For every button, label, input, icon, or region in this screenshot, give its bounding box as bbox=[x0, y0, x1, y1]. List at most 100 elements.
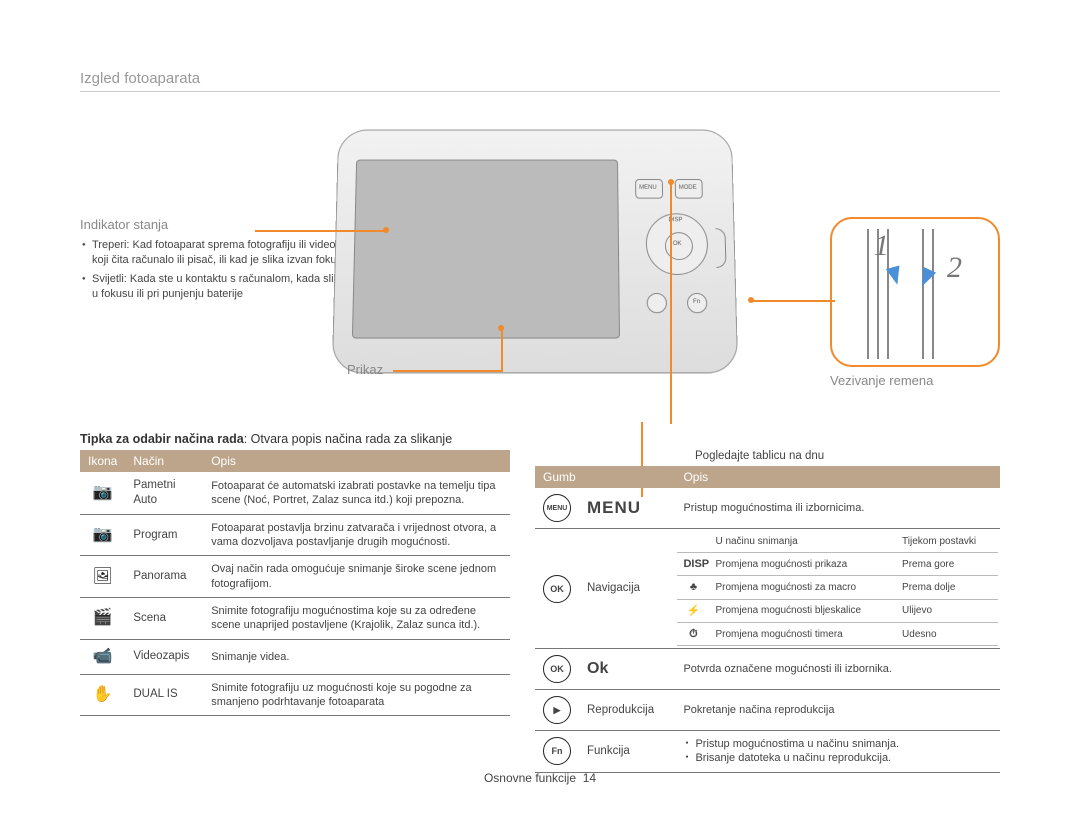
strap-lines bbox=[867, 229, 869, 359]
status-item: Treperi: Kad fotoaparat sprema fotografi… bbox=[80, 238, 370, 268]
table-row: OK Navigacija U načinu snimanja Tijekom … bbox=[535, 529, 1000, 649]
timer-icon: ⏱ bbox=[683, 627, 703, 641]
modes-tbody: 📷 Pametni Auto Fotoaparat će automatski … bbox=[80, 472, 510, 716]
th-desc: Opis bbox=[203, 450, 510, 472]
camera-body: MENU MODE DISP OK Fn bbox=[332, 130, 739, 374]
strap-frame: 1 2 bbox=[830, 217, 1000, 367]
mode-desc: Fotoaparat postavlja brzinu zatvarača i … bbox=[203, 514, 510, 556]
mode-icon: 📷 bbox=[90, 482, 116, 504]
macro-icon: ♣ bbox=[683, 580, 703, 594]
mode-icon: 🖼 bbox=[90, 566, 116, 588]
table-row: 📷 Pametni Auto Fotoaparat će automatski … bbox=[80, 472, 510, 514]
mode-name: Pametni Auto bbox=[125, 472, 203, 514]
play-desc: Pokretanje načina reprodukcija bbox=[675, 690, 1000, 731]
left-column: Ikona Način Opis 📷 Pametni Auto Fotoapar… bbox=[80, 450, 510, 773]
strap-step-2: 2 bbox=[947, 251, 962, 285]
inner-head-b: Tijekom postavki bbox=[896, 531, 998, 553]
status-item: Svijetli: Kada ste u kontaktu s računalo… bbox=[80, 272, 370, 302]
page: Izgled fotoaparata Indikator stanja Trep… bbox=[0, 0, 1080, 815]
footer-section: Osnovne funkcije bbox=[484, 771, 576, 785]
menu-desc: Pristup mogućnostima ili izbornicima. bbox=[675, 488, 1000, 529]
right-column: Pogledajte tablicu na dnu Gumb Opis MENU… bbox=[535, 450, 1000, 773]
fn-list: Pristup mogućnostima u načinu snimanja. … bbox=[683, 737, 992, 766]
th-mode: Način bbox=[125, 450, 203, 472]
flash-icon: ⚡ bbox=[683, 604, 703, 618]
camera-play-button bbox=[647, 293, 667, 313]
mode-button-bold: Tipka za odabir načina rada bbox=[80, 432, 244, 446]
play-button-icon: ▶ bbox=[543, 696, 571, 724]
nav-inner-table: U načinu snimanja Tijekom postavki DISP … bbox=[677, 531, 998, 646]
strap-step-1: 1 bbox=[874, 229, 889, 263]
play-label: Reprodukcija bbox=[579, 690, 675, 731]
camera-screen bbox=[352, 160, 620, 339]
mode-name: DUAL IS bbox=[125, 674, 203, 716]
table-row: 🎬 Scena Snimite fotografiju mogućnostima… bbox=[80, 598, 510, 640]
strap-arrow-1-icon bbox=[886, 265, 904, 286]
page-title: Izgled fotoaparata bbox=[80, 70, 1000, 92]
mode-desc: Snimite fotografiju uz mogućnosti koje s… bbox=[203, 674, 510, 716]
nav-button-icon: OK bbox=[543, 575, 571, 603]
ok-button-icon: OK bbox=[543, 655, 571, 683]
mode-icon: 📷 bbox=[90, 524, 116, 546]
disp-icon: DISP bbox=[683, 557, 703, 571]
table-row: 📷 Program Fotoaparat postavlja brzinu za… bbox=[80, 514, 510, 556]
page-footer: Osnovne funkcije 14 bbox=[0, 771, 1080, 785]
fn-label: Funkcija bbox=[579, 731, 675, 773]
mode-desc: Snimite fotografiju mogućnostima koje su… bbox=[203, 598, 510, 640]
strap-box: 1 2 Vezivanje remena bbox=[830, 217, 1000, 388]
buttons-table: Gumb Opis MENU MENU Pristup mogućnostima… bbox=[535, 466, 1000, 773]
connector-line bbox=[255, 230, 385, 232]
table-row: 📹 Videozapis Snimanje videa. bbox=[80, 639, 510, 674]
nav-label: Navigacija bbox=[579, 529, 675, 649]
connector-line bbox=[393, 370, 503, 372]
fn-item: Brisanje datoteka u načinu reprodukcija. bbox=[683, 751, 992, 765]
connector-dot bbox=[383, 227, 389, 233]
prikaz-label: Prikaz bbox=[347, 362, 383, 377]
table-row: 🖼 Panorama Ovaj način rada omogućuje sni… bbox=[80, 556, 510, 598]
mode-name: Panorama bbox=[125, 556, 203, 598]
footer-page: 14 bbox=[583, 771, 596, 785]
camera-menu-button: MENU bbox=[635, 179, 663, 199]
modes-table: Ikona Način Opis 📷 Pametni Auto Fotoapar… bbox=[80, 450, 510, 716]
th-opis: Opis bbox=[675, 466, 1000, 488]
mode-desc: Snimanje videa. bbox=[203, 639, 510, 674]
camera-dpad: DISP OK bbox=[645, 213, 708, 275]
connector-dot bbox=[498, 325, 504, 331]
mode-desc: Ovaj način rada omogućuje snimanje širok… bbox=[203, 556, 510, 598]
table-row: Fn Funkcija Pristup mogućnostima u način… bbox=[535, 731, 1000, 773]
fn-button-icon: Fn bbox=[543, 737, 571, 765]
lower-area: Tipka za odabir načina rada: Otvara popi… bbox=[80, 432, 1000, 773]
strap-arrow-2-icon bbox=[916, 267, 936, 289]
fn-item: Pristup mogućnostima u načinu snimanja. bbox=[683, 737, 992, 751]
camera-strap-hook bbox=[715, 228, 726, 268]
mode-name: Videozapis bbox=[125, 639, 203, 674]
connector-line bbox=[501, 327, 503, 372]
mode-name: Program bbox=[125, 514, 203, 556]
tables-wrap: Ikona Način Opis 📷 Pametni Auto Fotoapar… bbox=[80, 450, 1000, 773]
mode-button-rest: : Otvara popis načina rada za slikanje bbox=[244, 432, 452, 446]
subnote-right: Pogledajte tablicu na dnu bbox=[695, 450, 1000, 462]
ok-label: Ok bbox=[587, 660, 608, 677]
table-row: OK Ok Potvrda označene mogućnosti ili iz… bbox=[535, 649, 1000, 690]
mode-icon: ✋ bbox=[90, 684, 116, 706]
status-list: Treperi: Kad fotoaparat sprema fotografi… bbox=[80, 238, 370, 301]
table-row: ✋ DUAL IS Snimite fotografiju uz mogućno… bbox=[80, 674, 510, 716]
connector-dot bbox=[748, 297, 754, 303]
connector-dot bbox=[668, 179, 674, 185]
mode-desc: Fotoaparat će automatski izabrati postav… bbox=[203, 472, 510, 514]
menu-button-icon: MENU bbox=[543, 494, 571, 522]
menu-label: MENU bbox=[587, 498, 641, 517]
mode-button-line: Tipka za odabir načina rada: Otvara popi… bbox=[80, 432, 1000, 446]
camera-mode-button: MODE bbox=[675, 179, 703, 199]
mode-icon: 📹 bbox=[90, 646, 116, 668]
camera-fn-button: Fn bbox=[687, 293, 708, 313]
th-icon: Ikona bbox=[80, 450, 125, 472]
inner-head-a: U načinu snimanja bbox=[709, 531, 896, 553]
ok-desc: Potvrda označene mogućnosti ili izbornik… bbox=[675, 649, 1000, 690]
upper-area: Indikator stanja Treperi: Kad fotoaparat… bbox=[80, 102, 1000, 422]
connector-line bbox=[670, 182, 672, 424]
table-row: MENU MENU Pristup mogućnostima ili izbor… bbox=[535, 488, 1000, 529]
mode-name: Scena bbox=[125, 598, 203, 640]
strap-caption: Vezivanje remena bbox=[830, 373, 1000, 388]
connector-line bbox=[750, 300, 835, 302]
